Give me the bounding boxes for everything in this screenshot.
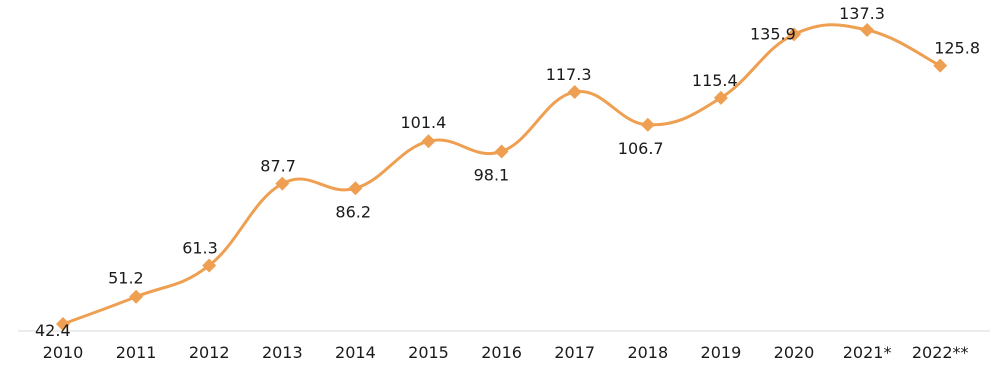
data-point-marker xyxy=(421,134,436,149)
x-tick-label: 2022** xyxy=(912,343,969,362)
marker-layer xyxy=(56,23,948,331)
data-label: 135.9 xyxy=(750,24,796,43)
x-tick-label: 2021* xyxy=(843,343,892,362)
x-tick-label: 2016 xyxy=(481,343,522,362)
data-point-marker xyxy=(640,117,655,132)
x-tick-label: 2010 xyxy=(43,343,84,362)
data-label: 106.7 xyxy=(618,139,664,158)
data-label: 86.2 xyxy=(335,202,371,221)
data-label: 87.7 xyxy=(260,157,296,176)
data-label: 98.1 xyxy=(474,165,510,184)
data-point-marker xyxy=(567,84,582,99)
data-point-marker xyxy=(129,289,144,304)
x-tick-label: 2017 xyxy=(554,343,595,362)
x-tick-label: 2019 xyxy=(701,343,742,362)
data-label: 61.3 xyxy=(182,238,218,257)
x-tick-label: 2018 xyxy=(627,343,668,362)
x-tick-label: 2020 xyxy=(774,343,815,362)
data-label: 115.4 xyxy=(692,71,738,90)
x-tick-layer: 2010 2011 2012 2013 2014 2015 2016 2017 2018 2019… xyxy=(43,343,969,362)
data-point-marker xyxy=(860,23,875,37)
data-label: 51.2 xyxy=(108,269,144,288)
data-point-marker xyxy=(348,181,363,196)
data-label: 125.8 xyxy=(934,39,980,58)
x-tick-label: 2015 xyxy=(408,343,449,362)
data-label: 137.3 xyxy=(839,4,885,23)
data-label: 101.4 xyxy=(401,113,447,132)
data-label: 117.3 xyxy=(546,65,592,84)
data-label: 42.4 xyxy=(35,321,71,340)
data-point-marker xyxy=(275,176,290,191)
x-tick-label: 2014 xyxy=(335,343,376,362)
x-tick-label: 2012 xyxy=(189,343,230,362)
data-point-marker xyxy=(933,58,948,73)
x-tick-label: 2013 xyxy=(262,343,303,362)
x-tick-label: 2011 xyxy=(116,343,157,362)
data-point-marker xyxy=(787,27,801,42)
data-point-marker xyxy=(56,317,70,331)
data-point-marker xyxy=(494,144,509,159)
data-point-marker xyxy=(713,90,728,105)
data-label-layer: 42.4 51.2 61.3 87.7 86.2 101.4 98.1 117.3 106.7 1… xyxy=(35,4,980,340)
data-point-marker xyxy=(202,258,217,273)
